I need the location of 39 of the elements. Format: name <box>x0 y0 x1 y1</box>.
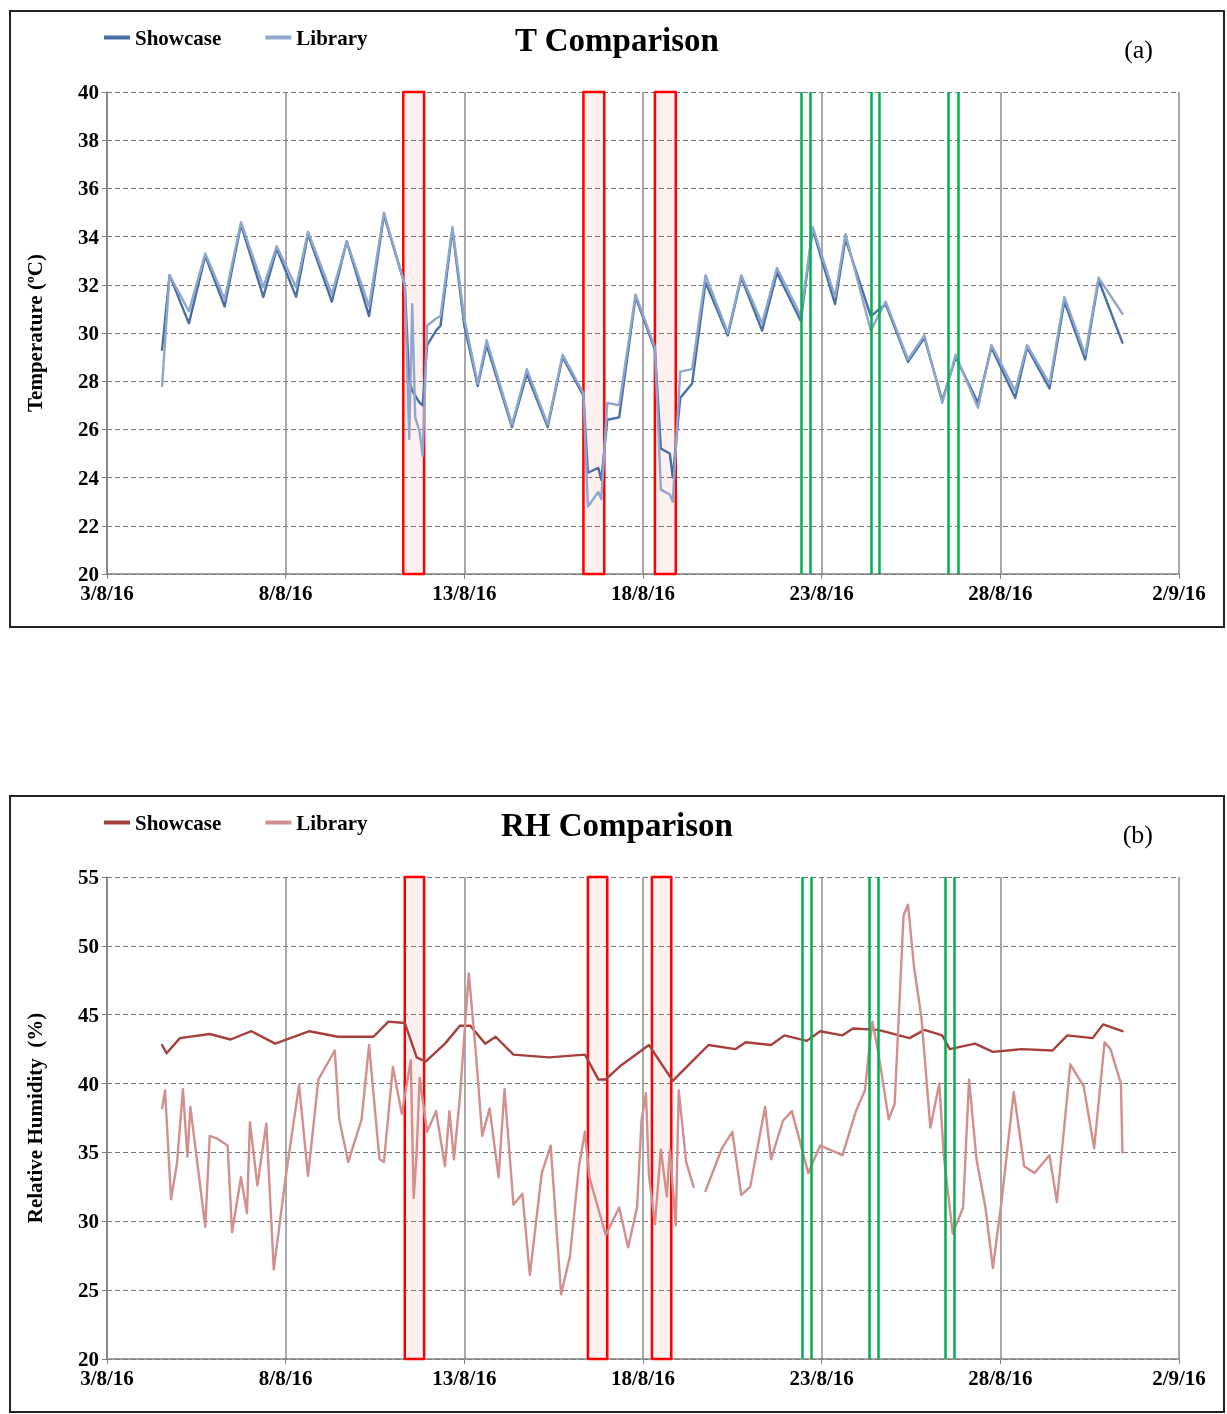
x-tick-label: 23/8/16 <box>789 580 854 605</box>
x-tick-label: 18/8/16 <box>610 580 676 605</box>
legend-label: Showcase <box>135 810 222 835</box>
x-tick-label: 13/8/16 <box>432 1365 497 1390</box>
x-tick-label: 8/8/16 <box>258 580 313 605</box>
text: (a) <box>1124 34 1153 64</box>
y-tick-label: 22 <box>78 513 99 538</box>
x-tick-label: 18/8/16 <box>610 1365 676 1390</box>
x-tick-label: 28/8/16 <box>968 1365 1033 1390</box>
x-tick-label: 2/9/16 <box>1152 580 1206 605</box>
y-axis-title: Relative Humidity (%) <box>22 1012 47 1224</box>
x-tick-label: 13/8/16 <box>432 580 497 605</box>
chart-title: RH Comparison <box>501 806 733 843</box>
legend-label: Library <box>296 810 368 835</box>
x-tick-label: 28/8/16 <box>968 580 1033 605</box>
y-tick-label: 50 <box>78 933 99 958</box>
y-tick-label: 24 <box>78 465 100 490</box>
y-tick-label: 30 <box>78 321 99 345</box>
x-tick-label: 23/8/16 <box>789 1365 854 1390</box>
text: (b) <box>1122 819 1154 849</box>
y-tick-label: 38 <box>78 128 99 153</box>
y-tick-label: 34 <box>78 224 100 249</box>
y-tick-label: 35 <box>78 1140 99 1165</box>
y-tick-label: 36 <box>78 176 99 201</box>
legend-label: Showcase <box>135 25 222 50</box>
y-tick-label: 40 <box>78 80 99 104</box>
chart-title: T Comparison <box>515 21 719 58</box>
y-tick-label: 28 <box>78 369 99 394</box>
y-tick-label: 32 <box>78 272 99 297</box>
x-tick-label: 2/9/16 <box>1152 1365 1206 1390</box>
x-tick-label: 8/8/16 <box>258 1365 313 1390</box>
y-axis-title: Temperature (ºC) <box>22 254 47 412</box>
y-tick-label: 25 <box>78 1278 99 1303</box>
y-tick-label: 30 <box>78 1209 99 1234</box>
y-tick-label: 26 <box>78 417 99 442</box>
y-tick-label: 55 <box>78 865 99 889</box>
y-tick-label: 45 <box>78 1002 99 1027</box>
y-tick-label: 40 <box>78 1071 99 1096</box>
legend-label: Library <box>296 25 368 50</box>
